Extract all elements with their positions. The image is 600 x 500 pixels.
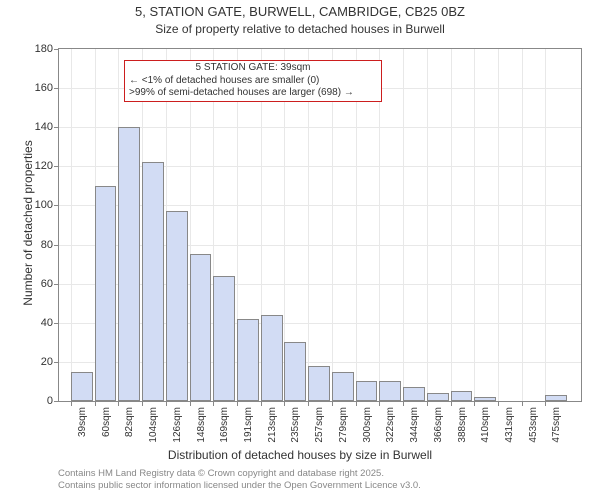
histogram-bar	[284, 342, 306, 401]
xtick-mark	[498, 401, 499, 406]
histogram-bar	[356, 381, 378, 401]
ytick-label: 180	[35, 43, 59, 55]
xtick-mark	[190, 401, 191, 406]
xtick-mark	[95, 401, 96, 406]
histogram-bar	[427, 393, 449, 401]
gridline-vertical	[379, 49, 380, 401]
ytick-label: 160	[35, 82, 59, 94]
histogram-bar	[545, 395, 567, 401]
chart-title-line2: Size of property relative to detached ho…	[0, 22, 600, 36]
annotation-line2: ← <1% of detached houses are smaller (0)	[129, 75, 377, 88]
histogram-bar	[237, 319, 259, 401]
xtick-label: 300sqm	[360, 407, 373, 443]
histogram-bar	[213, 276, 235, 401]
x-axis-label: Distribution of detached houses by size …	[0, 448, 600, 462]
plot-area: 02040608010012014016018039sqm60sqm82sqm1…	[58, 48, 582, 402]
xtick-mark	[237, 401, 238, 406]
gridline-vertical	[308, 49, 309, 401]
annotation-line1: 5 STATION GATE: 39sqm	[129, 62, 377, 75]
xtick-label: 322sqm	[383, 407, 396, 443]
gridline-vertical	[545, 49, 546, 401]
xtick-mark	[427, 401, 428, 406]
gridline-vertical	[403, 49, 404, 401]
histogram-bar	[166, 211, 188, 401]
xtick-label: 235sqm	[288, 407, 301, 443]
histogram-bar	[379, 381, 401, 401]
histogram-bar	[451, 391, 473, 401]
xtick-label: 213sqm	[265, 407, 278, 443]
attribution-text: Contains HM Land Registry data © Crown c…	[58, 468, 421, 493]
xtick-label: 104sqm	[146, 407, 159, 443]
xtick-mark	[356, 401, 357, 406]
gridline-vertical	[498, 49, 499, 401]
xtick-mark	[522, 401, 523, 406]
annotation-line3: >99% of semi-detached houses are larger …	[129, 87, 377, 100]
xtick-label: 279sqm	[336, 407, 349, 443]
histogram-bar	[332, 372, 354, 401]
xtick-mark	[142, 401, 143, 406]
xtick-mark	[166, 401, 167, 406]
histogram-bar	[71, 372, 93, 401]
xtick-mark	[118, 401, 119, 406]
xtick-label: 82sqm	[122, 407, 135, 437]
xtick-mark	[332, 401, 333, 406]
gridline-vertical	[451, 49, 452, 401]
xtick-label: 169sqm	[217, 407, 230, 443]
annotation-box: 5 STATION GATE: 39sqm← <1% of detached h…	[124, 60, 382, 102]
histogram-bar	[142, 162, 164, 401]
ytick-label: 20	[41, 356, 59, 368]
xtick-label: 60sqm	[99, 407, 112, 437]
xtick-label: 148sqm	[194, 407, 207, 443]
xtick-label: 126sqm	[170, 407, 183, 443]
ytick-label: 80	[41, 239, 59, 251]
histogram-bar	[403, 387, 425, 401]
xtick-mark	[451, 401, 452, 406]
gridline-vertical	[332, 49, 333, 401]
ytick-label: 60	[41, 278, 59, 290]
gridline-vertical	[427, 49, 428, 401]
ytick-label: 40	[41, 317, 59, 329]
xtick-mark	[213, 401, 214, 406]
xtick-label: 453sqm	[526, 407, 539, 443]
xtick-label: 39sqm	[75, 407, 88, 437]
histogram-bar	[190, 254, 212, 401]
xtick-mark	[308, 401, 309, 406]
gridline-vertical	[71, 49, 72, 401]
xtick-mark	[284, 401, 285, 406]
histogram-bar	[308, 366, 330, 401]
xtick-mark	[474, 401, 475, 406]
gridline-vertical	[356, 49, 357, 401]
ytick-label: 0	[47, 395, 59, 407]
ytick-label: 140	[35, 121, 59, 133]
xtick-label: 344sqm	[407, 407, 420, 443]
xtick-label: 257sqm	[312, 407, 325, 443]
xtick-mark	[261, 401, 262, 406]
xtick-label: 410sqm	[478, 407, 491, 443]
histogram-bar	[95, 186, 117, 401]
gridline-vertical	[522, 49, 523, 401]
xtick-mark	[545, 401, 546, 406]
ytick-label: 120	[35, 160, 59, 172]
xtick-label: 475sqm	[549, 407, 562, 443]
ytick-label: 100	[35, 199, 59, 211]
y-axis-label: Number of detached properties	[21, 123, 35, 323]
xtick-mark	[379, 401, 380, 406]
xtick-label: 366sqm	[431, 407, 444, 443]
xtick-mark	[71, 401, 72, 406]
xtick-label: 191sqm	[241, 407, 254, 443]
histogram-bar	[474, 397, 496, 401]
xtick-label: 431sqm	[502, 407, 515, 443]
attribution-line1: Contains HM Land Registry data © Crown c…	[58, 468, 421, 480]
attribution-line2: Contains public sector information licen…	[58, 480, 421, 492]
xtick-mark	[403, 401, 404, 406]
xtick-label: 388sqm	[455, 407, 468, 443]
histogram-bar	[261, 315, 283, 401]
chart-title-line1: 5, STATION GATE, BURWELL, CAMBRIDGE, CB2…	[0, 4, 600, 19]
gridline-vertical	[474, 49, 475, 401]
histogram-bar	[118, 127, 140, 401]
histogram-chart: 5, STATION GATE, BURWELL, CAMBRIDGE, CB2…	[0, 0, 600, 500]
